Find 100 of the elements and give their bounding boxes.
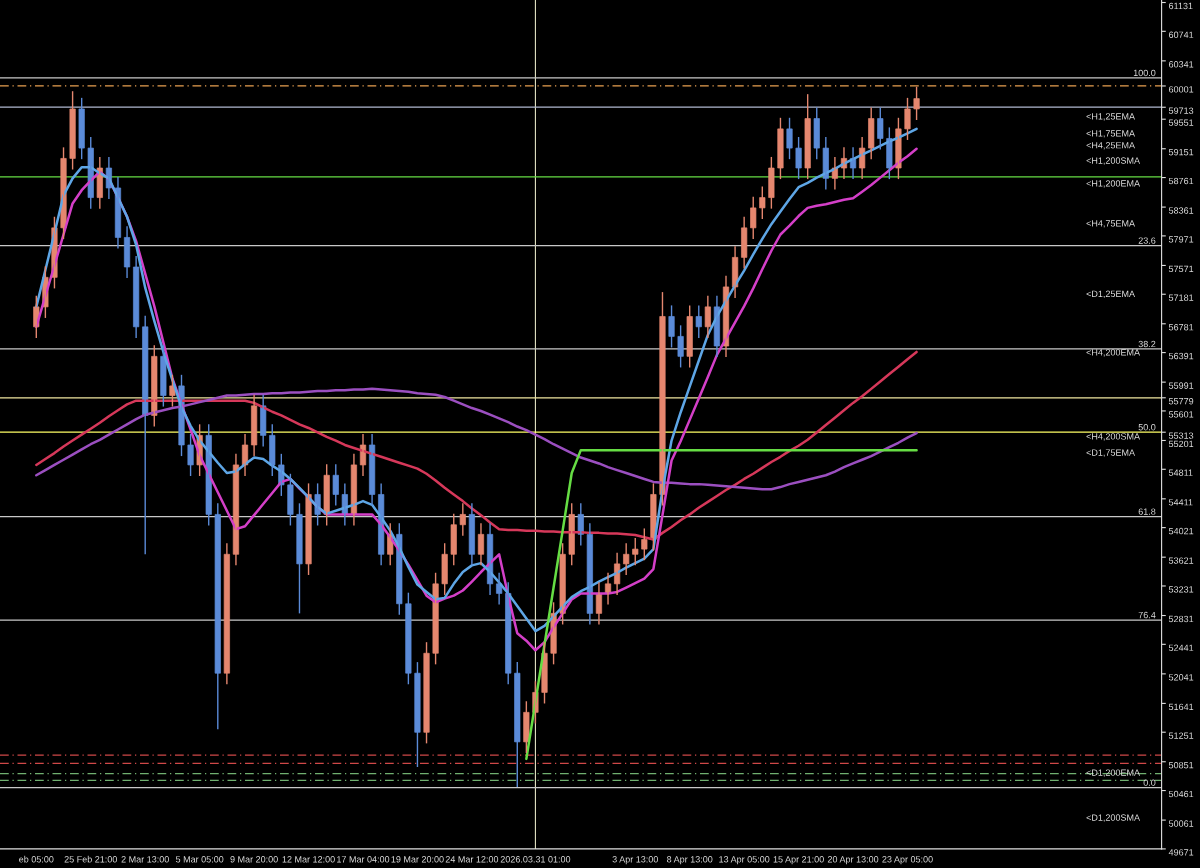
text: <H1,25EMA	[1086, 113, 1135, 121]
annotation: 23.6	[1138, 237, 1156, 244]
y-tick-label: 60341	[1169, 61, 1194, 68]
y-tick-label: 56391	[1168, 352, 1194, 360]
x-tick-label: 9 Mar 20:00	[230, 856, 278, 863]
y-tick-label: 50851	[1168, 761, 1194, 769]
annotation: 38.2	[1138, 340, 1156, 348]
y-tick-label: 54021	[1168, 527, 1194, 535]
y-tick-label: 55201	[1168, 440, 1194, 448]
text: <H4,200EMA	[1086, 349, 1141, 357]
x-tick-label: 17 Mar 04:00	[337, 856, 390, 863]
y-tick-label: 57181	[1168, 294, 1194, 301]
annotation: 0.0	[1143, 779, 1156, 786]
y-tick-label: 55313	[1168, 432, 1194, 439]
y-tick-label: 59551	[1168, 119, 1194, 126]
x-tick-label: 8 Apr 13:00	[667, 856, 713, 865]
x-tick-label: 23 Apr 05:00	[882, 856, 933, 865]
candlestick	[332, 463, 339, 507]
y-tick-label: 60001	[1169, 86, 1194, 93]
candlestick	[296, 502, 303, 615]
candlestick	[78, 97, 85, 160]
text: <D1,200EMA	[1086, 769, 1141, 777]
candlestick	[323, 463, 330, 527]
annotation: 76.4	[1138, 611, 1156, 619]
annotation: 50.0	[1138, 424, 1156, 431]
y-tick-label: 58761	[1168, 177, 1194, 185]
y-tick-label: 59151	[1168, 148, 1194, 156]
x-tick-label: 20 Apr 13:00	[827, 856, 879, 865]
candlestick	[813, 106, 820, 160]
candlestick	[904, 97, 911, 141]
y-tick-label: 49671	[1168, 849, 1194, 856]
y-tick-label: 59713	[1168, 107, 1194, 114]
y-tick-label: 57971	[1168, 236, 1194, 243]
text: <D1,75EMA	[1086, 449, 1135, 457]
y-tick-label: 54411	[1168, 499, 1193, 506]
y-tick-label: 60741	[1169, 31, 1194, 38]
candlestick	[868, 106, 875, 160]
candlestick	[913, 86, 920, 121]
x-tick-label: 2 Mar 13:00	[121, 856, 169, 863]
candlestick	[686, 304, 693, 369]
candlestick	[405, 592, 412, 685]
candlestick	[160, 344, 167, 408]
x-tick-label: 12 Mar 12:00	[282, 856, 335, 863]
y-tick-label: 57571	[1168, 265, 1194, 273]
candlestick	[287, 473, 294, 527]
candlestick	[795, 136, 802, 180]
candlestick	[641, 527, 648, 561]
line-series	[525, 448, 918, 761]
text: <H1,75EMA	[1086, 130, 1135, 138]
candlestick	[786, 117, 793, 160]
candlestick	[759, 185, 766, 220]
y-tick-label: 54811	[1168, 469, 1193, 476]
y-tick-label: 51641	[1168, 703, 1194, 711]
y-tick-label: 58361	[1168, 207, 1194, 214]
annotation: 61.8	[1138, 508, 1156, 515]
candlestick	[568, 502, 575, 567]
candlestick	[514, 661, 521, 788]
y-tick-label: 50461	[1168, 790, 1194, 798]
candlestick	[187, 433, 194, 477]
text: <D1,200SMA	[1086, 814, 1141, 822]
x-tick-label: 13 Apr 05:00	[719, 856, 770, 865]
y-tick-label: 53621	[1168, 557, 1194, 564]
y-tick-label: 55779	[1168, 398, 1194, 405]
x-tick-label: 5 Mar 05:00	[175, 856, 224, 863]
x-tick-label: 24 Mar 12:00	[445, 856, 499, 863]
y-tick-label: 52831	[1168, 615, 1194, 623]
y-tick-label: 52041	[1168, 674, 1194, 681]
candlestick	[441, 542, 448, 596]
candlestick	[423, 641, 430, 745]
candlestick	[668, 304, 675, 349]
y-tick-label: 55991	[1168, 382, 1194, 389]
candlestick	[804, 93, 811, 180]
candlestick	[877, 106, 884, 151]
text: <H4,75EMA	[1086, 220, 1135, 228]
annotation: 100.0	[1133, 69, 1156, 77]
text: <H1,200SMA	[1086, 157, 1141, 165]
x-tick-label: 2026.03.31 01:00	[500, 856, 571, 863]
candlestick	[750, 196, 757, 240]
candlestick	[659, 291, 666, 507]
y-tick-label: 55601	[1168, 411, 1194, 418]
candlestick	[450, 512, 457, 567]
candlestick	[677, 324, 684, 369]
x-tick-label: 15 Apr 21:00	[773, 856, 824, 865]
candlestick	[414, 661, 421, 768]
y-tick-label: 52441	[1168, 644, 1194, 651]
candlestick	[269, 423, 276, 477]
x-tick-label: 25 Feb 21:00	[64, 855, 117, 863]
candlestick	[142, 315, 149, 555]
candlestick	[695, 304, 702, 339]
candlestick	[777, 117, 784, 180]
candlestick	[632, 537, 639, 567]
y-tick-label: 51251	[1168, 732, 1194, 739]
text: <H4,25EMA	[1086, 142, 1135, 150]
candlestick	[214, 502, 221, 731]
text: <D1,25EMA	[1086, 290, 1135, 299]
x-tick-label: 3 Apr 13:00	[612, 856, 658, 865]
y-tick-label: 50061	[1168, 820, 1194, 827]
y-tick-label: 61131	[1169, 2, 1193, 10]
candlestick	[523, 700, 530, 754]
y-tick-label: 53231	[1168, 586, 1194, 593]
